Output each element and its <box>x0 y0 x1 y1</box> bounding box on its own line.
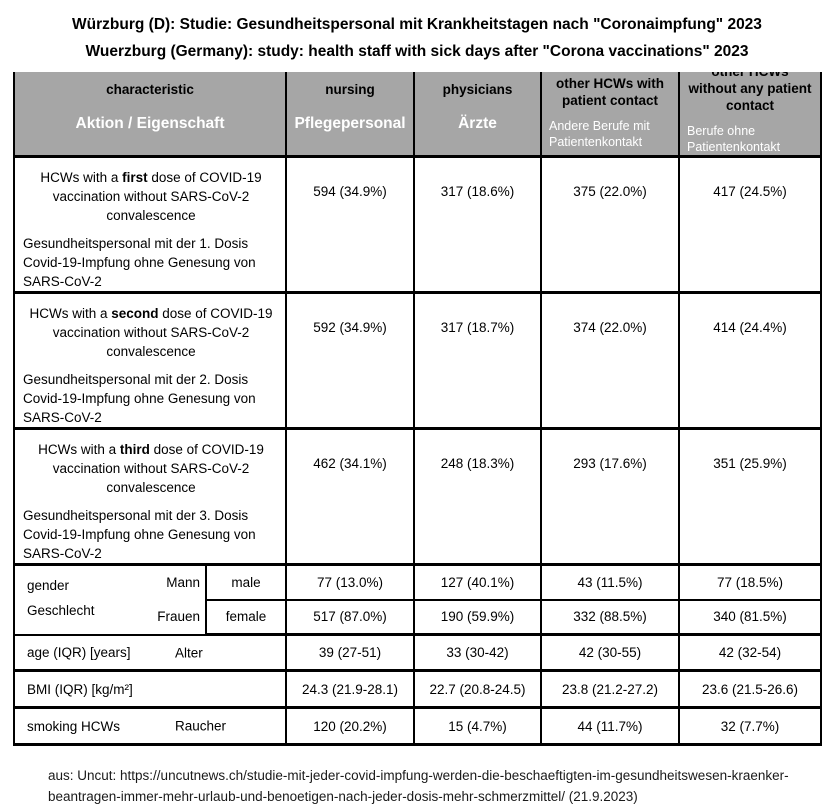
header-other-without-contact-en: without any patient contact <box>688 81 812 113</box>
value-dose1-physicians: 317 (18.6%) <box>413 155 542 294</box>
gender-female-de: Frauen <box>157 609 200 625</box>
gender-de-labels: Mann Frauen <box>157 567 200 633</box>
row-second-dose: HCWs with a second dose of COVID-19 vacc… <box>13 291 822 430</box>
label-first-dose-en: HCWs with a first dose of COVID-19 vacci… <box>40 170 262 223</box>
value-male-physicians: 127 (40.1%) <box>413 563 542 601</box>
label-third-dose-de: Gesundheitspersonal mit der 3. Dosis Cov… <box>23 508 256 561</box>
value-female-physicians: 190 (59.9%) <box>413 598 542 636</box>
row-smoking: smoking HCWs Raucher 120 (20.2%) 15 (4.7… <box>13 706 822 746</box>
value-smoking-nursing: 120 (20.2%) <box>285 706 415 746</box>
value-dose2-other-without: 414 (24.4%) <box>678 291 822 430</box>
value-smoking-physicians: 15 (4.7%) <box>413 706 542 746</box>
smoking-label-en: smoking HCWs <box>27 718 121 734</box>
gender-label-en: gender <box>27 578 70 593</box>
label-gender: gender Geschlecht Mann Frauen <box>13 563 207 636</box>
value-bmi-nursing: 24.3 (21.9-28.1) <box>285 669 415 709</box>
value-female-other-with: 332 (88.5%) <box>540 598 680 636</box>
label-second-dose-en: HCWs with a second dose of COVID-19 vacc… <box>29 306 273 359</box>
value-female-nursing: 517 (87.0%) <box>285 598 415 636</box>
header-physicians-de: Ärzte <box>458 115 497 132</box>
label-bmi: BMI (IQR) [kg/m²] <box>13 669 287 709</box>
row-gender-male: gender Geschlecht Mann Frauen male 77 (1… <box>13 563 822 636</box>
value-bmi-physicians: 22.7 (20.8-24.5) <box>413 669 542 709</box>
age-label-en: age (IQR) [years] <box>27 645 131 660</box>
header-other-with-contact-de: Andere Berufe mit Patientenkontakt <box>549 119 650 149</box>
value-dose3-other-with: 293 (17.6%) <box>540 427 680 566</box>
value-dose1-other-with: 375 (22.0%) <box>540 155 680 294</box>
header-nursing: nursing Pflegepersonal <box>285 72 415 158</box>
value-female-other-without: 340 (81.5%) <box>678 598 822 636</box>
value-bmi-other-with: 23.8 (21.2-27.2) <box>540 669 680 709</box>
label-smoking: smoking HCWs Raucher <box>13 706 287 746</box>
value-male-nursing: 77 (13.0%) <box>285 563 415 601</box>
value-smoking-other-without: 32 (7.7%) <box>678 706 822 746</box>
value-dose2-physicians: 317 (18.7%) <box>413 291 542 430</box>
label-female-en: female <box>205 598 287 636</box>
value-male-other-without: 77 (18.5%) <box>678 563 822 601</box>
gender-male-de: Mann <box>166 575 200 591</box>
header-other-with-contact: other HCWs with patient contact Andere B… <box>540 72 680 158</box>
value-age-nursing: 39 (27-51) <box>285 633 415 672</box>
label-second-dose: HCWs with a second dose of COVID-19 vacc… <box>13 291 287 430</box>
value-male-other-with: 43 (11.5%) <box>540 563 680 601</box>
label-second-dose-de: Gesundheitspersonal mit der 2. Dosis Cov… <box>23 372 256 425</box>
label-first-dose-de: Gesundheitspersonal mit der 1. Dosis Cov… <box>23 236 256 289</box>
value-dose2-nursing: 592 (34.9%) <box>285 291 415 430</box>
title-english: Wuerzburg (Germany): study: health staff… <box>85 43 749 60</box>
table-header-row: characteristic Aktion / Eigenschaft nurs… <box>13 72 822 158</box>
value-dose3-other-without: 351 (25.9%) <box>678 427 822 566</box>
header-characteristic: characteristic Aktion / Eigenschaft <box>13 72 287 158</box>
gender-label-block: gender Geschlecht <box>27 573 95 623</box>
header-physicians: physicians Ärzte <box>413 72 542 158</box>
header-nursing-de: Pflegepersonal <box>294 115 406 132</box>
header-characteristic-de: Aktion / Eigenschaft <box>75 115 225 132</box>
header-nursing-en: nursing <box>325 82 375 97</box>
title-german: Würzburg (D): Studie: Gesundheitspersona… <box>72 16 762 33</box>
study-table: characteristic Aktion / Eigenschaft nurs… <box>13 72 822 746</box>
value-dose1-nursing: 594 (34.9%) <box>285 155 415 294</box>
smoking-label-de: Raucher <box>175 718 227 734</box>
value-age-other-with: 42 (30-55) <box>540 633 680 672</box>
bmi-label-en: BMI (IQR) [kg/m²] <box>27 681 133 697</box>
value-dose2-other-with: 374 (22.0%) <box>540 291 680 430</box>
label-third-dose: HCWs with a third dose of COVID-19 vacci… <box>13 427 287 566</box>
header-other-without-contact-en-clipped: other HCWs <box>711 72 788 80</box>
title-block: Würzburg (D): Studie: Gesundheitspersona… <box>0 0 834 65</box>
value-smoking-other-with: 44 (11.7%) <box>540 706 680 746</box>
label-third-dose-en: HCWs with a third dose of COVID-19 vacci… <box>38 442 264 495</box>
row-gender-female: female 517 (87.0%) 190 (59.9%) 332 (88.5… <box>14 598 822 636</box>
row-first-dose: HCWs with a first dose of COVID-19 vacci… <box>13 155 822 294</box>
row-bmi: BMI (IQR) [kg/m²] 24.3 (21.9-28.1) 22.7 … <box>13 669 822 709</box>
row-third-dose: HCWs with a third dose of COVID-19 vacci… <box>13 427 822 566</box>
value-dose3-physicians: 248 (18.3%) <box>413 427 542 566</box>
header-physicians-en: physicians <box>442 82 513 97</box>
source-citation: aus: Uncut: https://uncutnews.ch/studie-… <box>48 768 789 804</box>
label-age: age (IQR) [years] Alter <box>13 633 287 672</box>
header-other-without-contact: other HCWs without any patient contact B… <box>678 72 822 158</box>
header-other-with-contact-en: other HCWs with patient contact <box>556 76 664 108</box>
value-age-physicians: 33 (30-42) <box>413 633 542 672</box>
value-bmi-other-without: 23.6 (21.5-26.6) <box>678 669 822 709</box>
row-age: age (IQR) [years] Alter 39 (27-51) 33 (3… <box>13 633 822 672</box>
header-other-without-contact-de: Berufe ohne Patientenkontakt <box>687 124 781 154</box>
value-age-other-without: 42 (32-54) <box>678 633 822 672</box>
value-dose1-other-without: 417 (24.5%) <box>678 155 822 294</box>
age-label-de: Alter <box>175 645 203 660</box>
label-first-dose: HCWs with a first dose of COVID-19 vacci… <box>13 155 287 294</box>
header-characteristic-en: characteristic <box>106 82 194 97</box>
label-male-en: male <box>205 563 287 601</box>
value-dose3-nursing: 462 (34.1%) <box>285 427 415 566</box>
gender-label-de: Geschlecht <box>27 603 95 618</box>
